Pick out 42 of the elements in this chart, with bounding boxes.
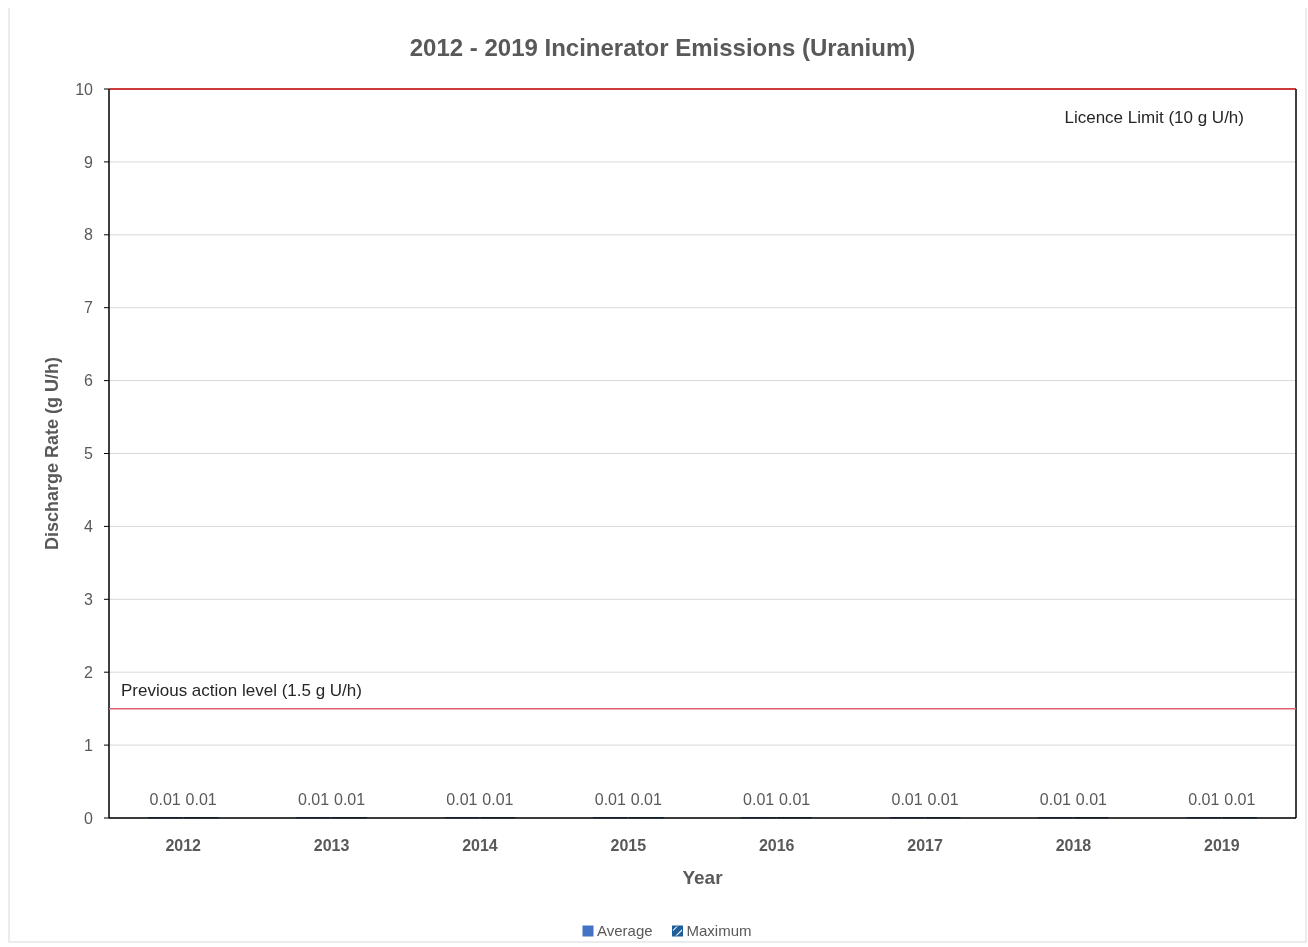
data-label: 0.01 xyxy=(482,791,514,809)
y-tick-label: 6 xyxy=(84,372,94,390)
data-label: 0.01 xyxy=(333,791,366,809)
x-tick-label: 2018 xyxy=(1055,837,1092,854)
data-label: 0.01 xyxy=(630,791,662,809)
ref-line-label: Licence Limit (10 g U/h) xyxy=(1064,108,1244,127)
y-tick-label: 9 xyxy=(84,153,94,171)
x-tick-label: 2017 xyxy=(907,837,943,854)
data-label: 0.01 xyxy=(1224,791,1256,809)
y-tick-label: 4 xyxy=(84,518,94,535)
x-tick-label: 2014 xyxy=(462,837,498,854)
data-label: 0.01 xyxy=(594,791,626,809)
x-axis-title: Year xyxy=(682,867,724,888)
y-tick-label: 3 xyxy=(84,590,94,608)
y-tick-label: 0 xyxy=(84,809,94,827)
y-axis-title: Discharge Rate (g U/h) xyxy=(42,356,62,551)
x-tick-label: 2013 xyxy=(313,837,350,854)
data-label: 0.01 xyxy=(446,791,478,809)
legend-label: Average xyxy=(597,922,653,940)
data-label: 0.01 xyxy=(185,791,217,809)
data-label: 0.01 xyxy=(927,791,959,809)
x-tick-label: 2015 xyxy=(610,837,647,854)
y-tick-label: 8 xyxy=(84,226,94,244)
legend-label: Maximum xyxy=(686,922,752,940)
x-tick-label: 2019 xyxy=(1204,837,1240,854)
y-tick-label: 7 xyxy=(84,299,94,317)
y-tick-label: 5 xyxy=(84,445,94,463)
data-label: 0.01 xyxy=(743,791,775,809)
data-label: 0.01 xyxy=(1188,791,1220,809)
data-label: 0.01 xyxy=(891,791,923,809)
data-label: 0.01 xyxy=(779,791,811,809)
data-label: 0.01 xyxy=(297,791,330,809)
y-tick-label: 2 xyxy=(84,663,94,681)
x-tick-label: 2016 xyxy=(758,837,795,854)
chart-title: 2012 - 2019 Incinerator Emissions (Uranium) xyxy=(409,34,916,61)
y-tick-label: 10 xyxy=(75,80,94,98)
y-tick-label: 1 xyxy=(84,736,94,754)
data-label: 0.01 xyxy=(1075,791,1108,809)
x-tick-label: 2012 xyxy=(165,837,202,854)
data-label: 0.01 xyxy=(149,791,181,809)
ref-line-label: Previous action level (1.5 g U/h) xyxy=(121,680,362,700)
data-label: 0.01 xyxy=(1039,791,1072,809)
